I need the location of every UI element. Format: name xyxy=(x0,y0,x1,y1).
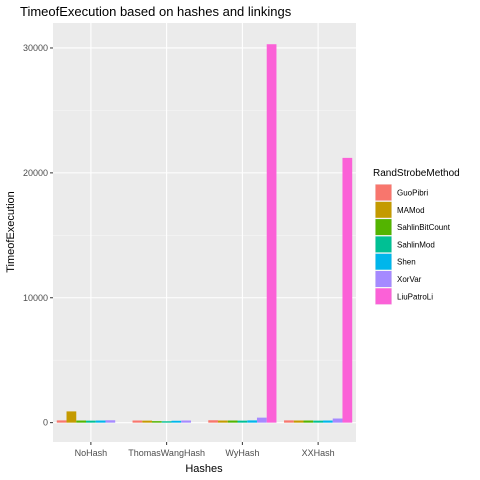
x-tick-label: NoHash xyxy=(75,448,108,458)
legend-swatch-XorVar xyxy=(375,271,392,287)
bar-LiuPatroLi-XXHash xyxy=(342,157,353,423)
legend-label-MAMod: MAMod xyxy=(397,206,425,215)
legend-swatch-SahlinBitCount xyxy=(375,219,392,236)
legend-label-XorVar: XorVar xyxy=(397,275,422,284)
legend-swatch-LiuPatroLi xyxy=(375,288,392,305)
x-tick-label: XXHash xyxy=(302,448,335,458)
bar-MAMod-WyHash xyxy=(218,420,228,423)
bar-Shen-WyHash xyxy=(247,420,257,423)
bar-SahlinBitCount-ThomasWangHash xyxy=(152,421,162,423)
bar-MAMod-ThomasWangHash xyxy=(142,420,153,423)
legend-label-SahlinMod: SahlinMod xyxy=(397,240,435,249)
y-tick-label: 10000 xyxy=(23,293,48,303)
legend-swatch-MAMod xyxy=(375,201,392,218)
bar-SahlinMod-NoHash xyxy=(86,420,96,423)
y-tick-label: 0 xyxy=(43,418,48,428)
bar-XorVar-XXHash xyxy=(332,418,343,423)
legend-title: RandStrobeMethod xyxy=(373,168,460,179)
legend-label-Shen: Shen xyxy=(397,258,416,267)
x-axis: NoHash ThomasWangHash WyHash XXHash xyxy=(75,442,335,458)
bar-SahlinMod-XXHash xyxy=(313,420,323,423)
bar-XorVar-WyHash xyxy=(256,417,267,423)
bar-SahlinMod-ThomasWangHash xyxy=(161,421,172,423)
x-axis-title: Hashes xyxy=(185,463,223,475)
bar-XorVar-ThomasWangHash xyxy=(181,420,191,423)
legend-swatch-SahlinMod xyxy=(375,236,392,253)
y-axis-title: TimeofExecution xyxy=(5,191,17,273)
bar-SahlinMod-WyHash xyxy=(237,420,248,423)
x-tick-label: ThomasWangHash xyxy=(128,448,205,458)
x-tick-label: WyHash xyxy=(225,448,259,458)
bars xyxy=(56,44,353,423)
bar-Shen-NoHash xyxy=(95,420,106,423)
legend-label-GuoPibri: GuoPibri xyxy=(397,189,428,198)
y-tick-label: 20000 xyxy=(23,168,48,178)
legend-swatch-Shen xyxy=(375,253,392,270)
legend-swatch-GuoPibri xyxy=(375,184,392,201)
bar-GuoPibri-ThomasWangHash xyxy=(132,420,143,423)
bar-GuoPibri-NoHash xyxy=(56,420,67,423)
bar-XorVar-NoHash xyxy=(105,420,116,423)
bar-MAMod-NoHash xyxy=(66,411,77,423)
bar-Shen-ThomasWangHash xyxy=(171,420,182,423)
y-tick-label: 30000 xyxy=(23,43,48,53)
y-axis: 0 10000 20000 30000 xyxy=(23,43,53,428)
legend-label-SahlinBitCount: SahlinBitCount xyxy=(397,223,451,232)
legend-label-LiuPatroLi: LiuPatroLi xyxy=(397,292,433,301)
bar-SahlinBitCount-XXHash xyxy=(303,420,314,423)
bar-Shen-XXHash xyxy=(322,420,333,423)
bar-LiuPatroLi-WyHash xyxy=(266,44,277,423)
bar-GuoPibri-XXHash xyxy=(284,420,294,423)
bar-SahlinBitCount-NoHash xyxy=(76,420,87,423)
bar-SahlinBitCount-WyHash xyxy=(227,420,238,423)
plot-panel xyxy=(53,23,356,442)
legend: RandStrobeMethod GuoPibri MAMod SahlinBitC… xyxy=(373,168,460,305)
chart-title: TimeofExecution based on hashes and link… xyxy=(20,4,292,19)
bar-MAMod-XXHash xyxy=(293,420,304,423)
bar-GuoPibri-WyHash xyxy=(208,420,219,423)
